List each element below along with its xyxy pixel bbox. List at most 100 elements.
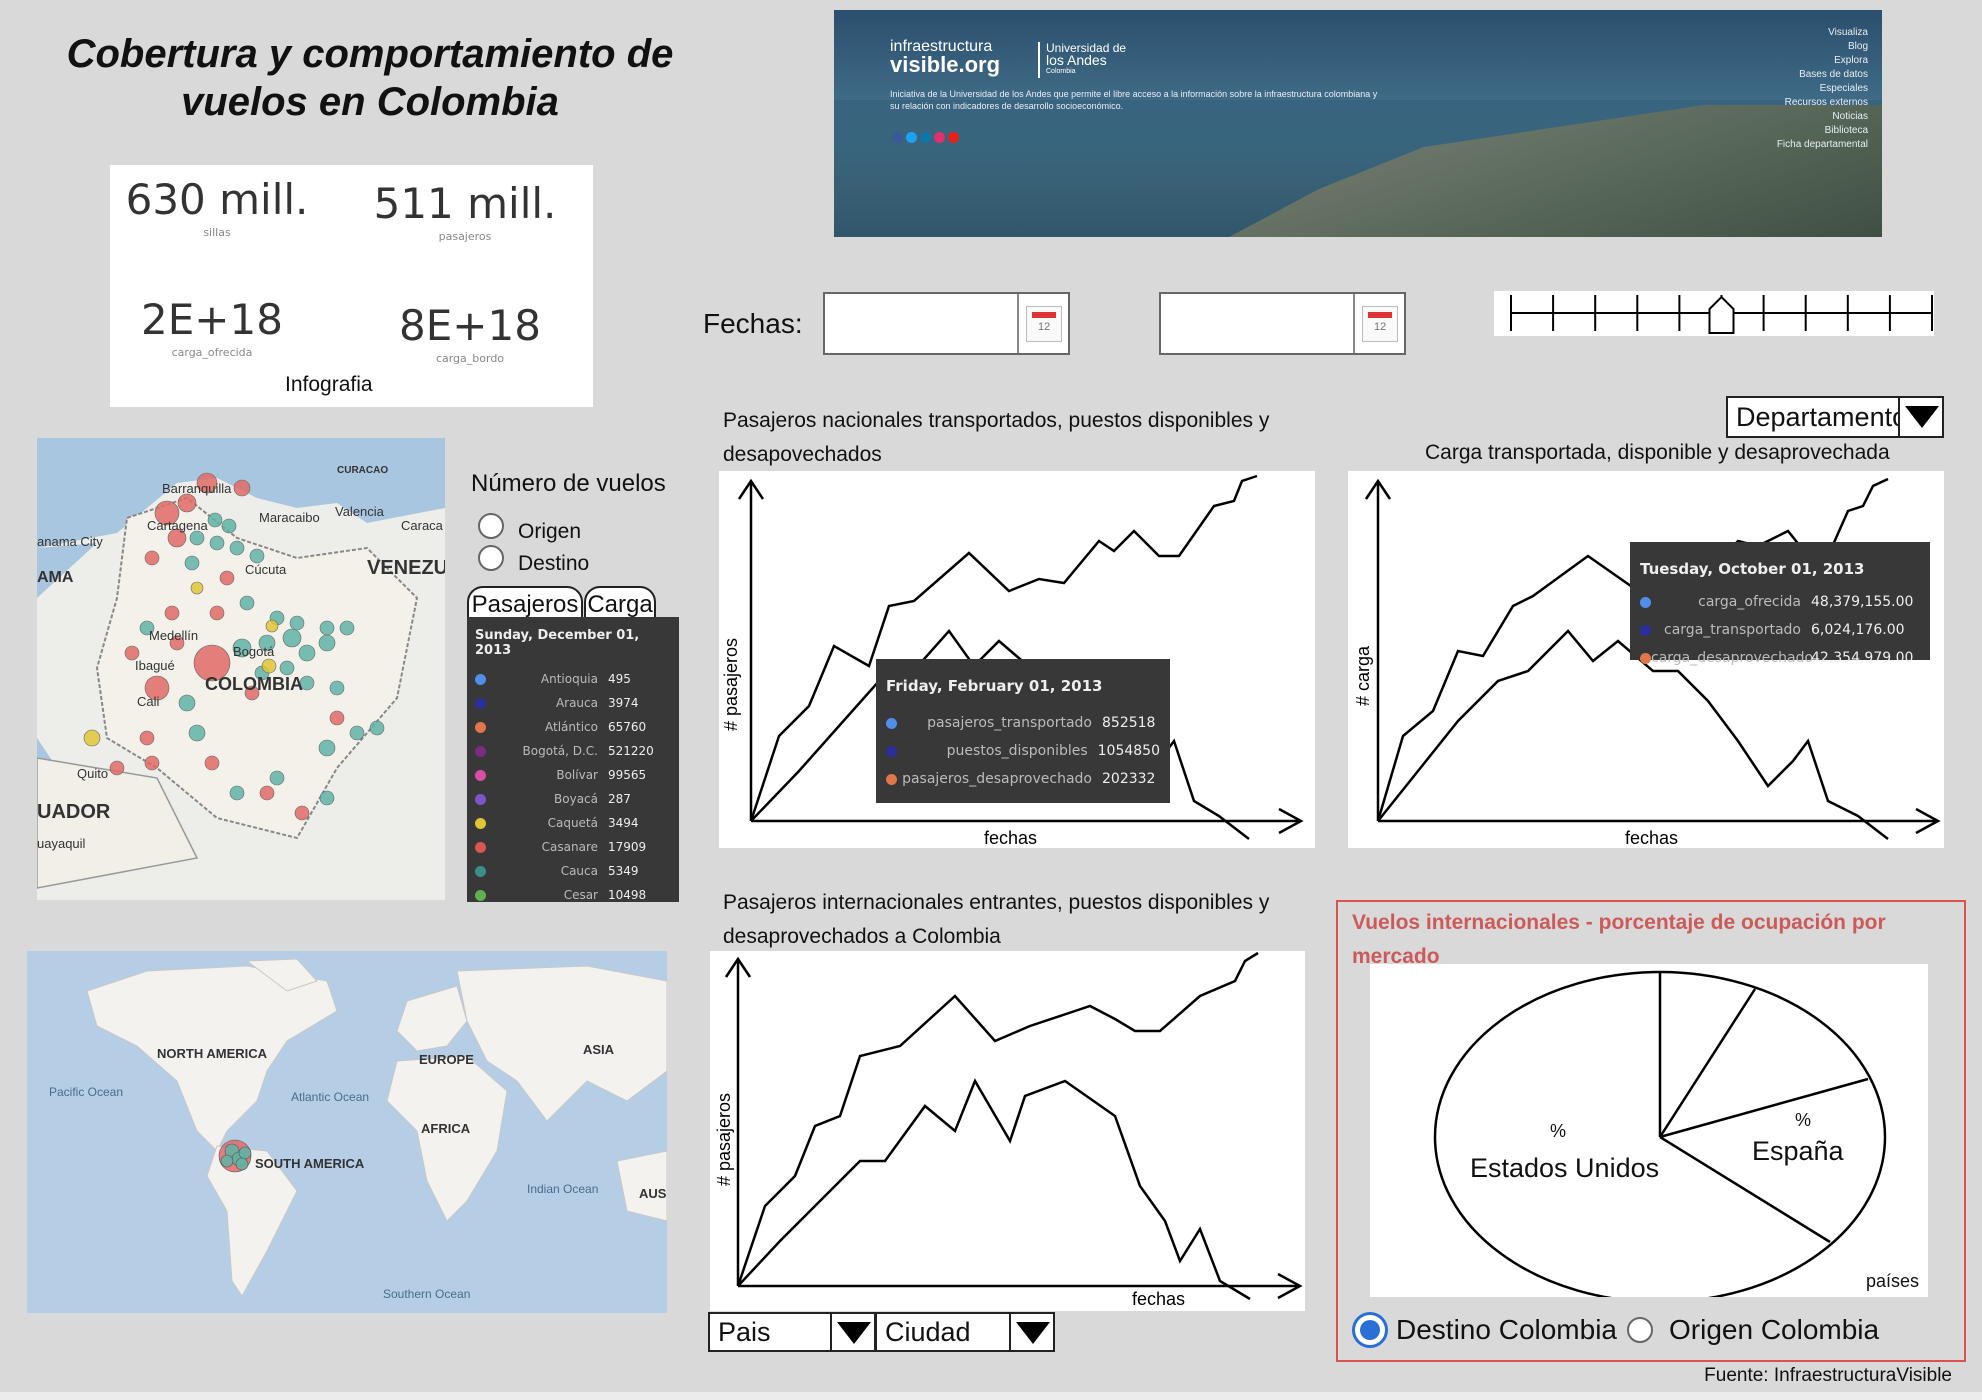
radio-origen-colombia[interactable] <box>1627 1317 1653 1343</box>
instagram-icon[interactable] <box>934 132 945 143</box>
world-flights-map[interactable]: NORTH AMERICA EUROPE ASIA Pacific Ocean … <box>27 951 667 1313</box>
menu-item[interactable]: Biblioteca <box>1824 125 1868 136</box>
airport-marker[interactable] <box>229 785 245 801</box>
end-date-picker[interactable] <box>1159 292 1406 355</box>
airport-marker[interactable] <box>139 730 155 746</box>
airport-marker[interactable] <box>233 479 251 497</box>
airport-marker[interactable] <box>83 729 101 747</box>
colombia-map-svg[interactable]: CURACAO Barranquilla Cartagena Maracaibo… <box>37 438 445 900</box>
start-date-field[interactable] <box>825 294 1019 353</box>
airport-marker[interactable] <box>221 518 237 534</box>
chart-internacionales-svg[interactable]: # pasajeros fechas <box>710 951 1305 1311</box>
chevron-down-icon[interactable] <box>830 1314 874 1350</box>
world-map-svg[interactable]: NORTH AMERICA EUROPE ASIA Pacific Ocean … <box>27 951 667 1313</box>
ciudad-select[interactable]: Ciudad <box>875 1312 1055 1352</box>
airport-marker[interactable] <box>329 680 345 696</box>
airport-marker[interactable] <box>289 615 305 631</box>
airport-marker[interactable] <box>124 645 140 661</box>
airport-marker[interactable] <box>299 675 315 691</box>
airport-marker[interactable] <box>282 628 302 648</box>
airport-marker[interactable] <box>196 472 218 494</box>
airport-marker[interactable] <box>167 528 187 548</box>
airport-marker[interactable] <box>189 530 205 546</box>
airport-marker[interactable] <box>294 805 310 821</box>
radio-destino[interactable]: Destino <box>478 540 589 576</box>
airport-marker[interactable] <box>258 634 276 652</box>
airport-marker[interactable] <box>144 675 170 701</box>
airport-marker[interactable] <box>209 605 225 621</box>
airport-marker[interactable] <box>154 500 180 526</box>
airport-marker[interactable] <box>144 550 160 566</box>
airport-marker[interactable] <box>144 755 160 771</box>
airport-marker[interactable] <box>232 638 252 658</box>
airport-marker[interactable] <box>329 710 345 726</box>
airport-marker[interactable] <box>184 555 200 571</box>
linkedin-icon[interactable] <box>920 132 931 143</box>
airport-marker[interactable] <box>249 548 265 564</box>
slider-handle[interactable] <box>1708 295 1735 334</box>
infraestructura-visible-banner[interactable]: infraestructura visible.org Universidad … <box>834 10 1882 237</box>
airport-marker[interactable] <box>235 1157 249 1171</box>
airport-marker[interactable] <box>339 620 355 636</box>
airport-marker[interactable] <box>204 755 220 771</box>
pie-chart-svg[interactable]: % Estados Unidos % España países <box>1370 964 1928 1304</box>
airport-marker[interactable] <box>190 581 204 595</box>
chart-internacionales[interactable]: # pasajeros fechas <box>710 951 1305 1311</box>
airport-marker[interactable] <box>207 512 223 528</box>
chevron-down-icon[interactable] <box>1009 1314 1053 1350</box>
slider-track[interactable] <box>1494 291 1934 336</box>
airport-marker[interactable] <box>319 790 335 806</box>
end-date-field[interactable] <box>1161 294 1355 353</box>
menu-item[interactable]: Visualiza <box>1828 27 1868 38</box>
departamento-select[interactable]: Departamento <box>1726 396 1944 438</box>
menu-item[interactable]: Explora <box>1834 55 1868 66</box>
airport-marker[interactable] <box>164 605 180 621</box>
airport-marker[interactable] <box>238 1146 252 1160</box>
airport-marker[interactable] <box>279 660 295 676</box>
facebook-icon[interactable] <box>892 132 903 143</box>
airport-marker[interactable] <box>298 644 316 662</box>
menu-item[interactable]: Bases de datos <box>1799 69 1868 80</box>
airport-marker[interactable] <box>239 595 255 611</box>
airport-marker[interactable] <box>349 725 365 741</box>
airport-marker[interactable] <box>219 570 235 586</box>
airport-marker[interactable] <box>269 770 285 786</box>
menu-item[interactable]: Recursos externos <box>1784 97 1868 108</box>
colombia-flights-map[interactable]: CURACAO Barranquilla Cartagena Maracaibo… <box>37 438 445 900</box>
pie-chart[interactable]: % Estados Unidos % España países <box>1370 964 1928 1304</box>
airport-marker[interactable] <box>244 685 260 701</box>
airport-marker[interactable] <box>169 635 185 651</box>
airport-marker[interactable] <box>259 785 275 801</box>
chart-nacionales[interactable]: # pasajeros fechas Friday, February 01, … <box>719 471 1315 848</box>
airport-marker[interactable] <box>220 1154 234 1168</box>
radio-destino-colombia[interactable] <box>1352 1312 1388 1348</box>
chevron-down-icon[interactable] <box>1898 398 1942 436</box>
menu-item[interactable]: Blog <box>1847 41 1868 52</box>
airport-marker[interactable] <box>109 760 125 776</box>
start-date-picker[interactable] <box>823 292 1070 355</box>
calendar-icon[interactable] <box>1362 306 1398 342</box>
youtube-icon[interactable] <box>948 132 959 143</box>
airport-marker[interactable] <box>318 739 336 757</box>
radio-origen[interactable]: Origen <box>478 508 581 544</box>
airport-marker[interactable] <box>261 658 277 674</box>
airport-marker[interactable] <box>265 619 279 633</box>
airport-marker[interactable] <box>369 720 385 736</box>
airport-marker[interactable] <box>229 540 245 556</box>
airport-marker[interactable] <box>318 634 336 652</box>
airport-marker[interactable] <box>188 724 206 742</box>
twitter-icon[interactable] <box>906 132 917 143</box>
date-slider[interactable] <box>1494 291 1934 336</box>
tab-carga[interactable]: Carga <box>584 586 656 622</box>
airport-marker[interactable] <box>177 493 197 513</box>
radio-button[interactable] <box>478 545 504 571</box>
calendar-icon[interactable] <box>1026 306 1062 342</box>
airport-marker[interactable] <box>139 620 155 636</box>
chart-carga[interactable]: # carga fechas Tuesday, October 01, 2013… <box>1348 471 1944 848</box>
menu-item[interactable]: Noticias <box>1832 111 1868 122</box>
airport-marker[interactable] <box>178 694 196 712</box>
airport-marker[interactable] <box>209 535 225 551</box>
radio-button[interactable] <box>478 513 504 539</box>
menu-item[interactable]: Ficha departamental <box>1776 139 1868 150</box>
infografia-link[interactable]: Infografia <box>285 373 373 396</box>
